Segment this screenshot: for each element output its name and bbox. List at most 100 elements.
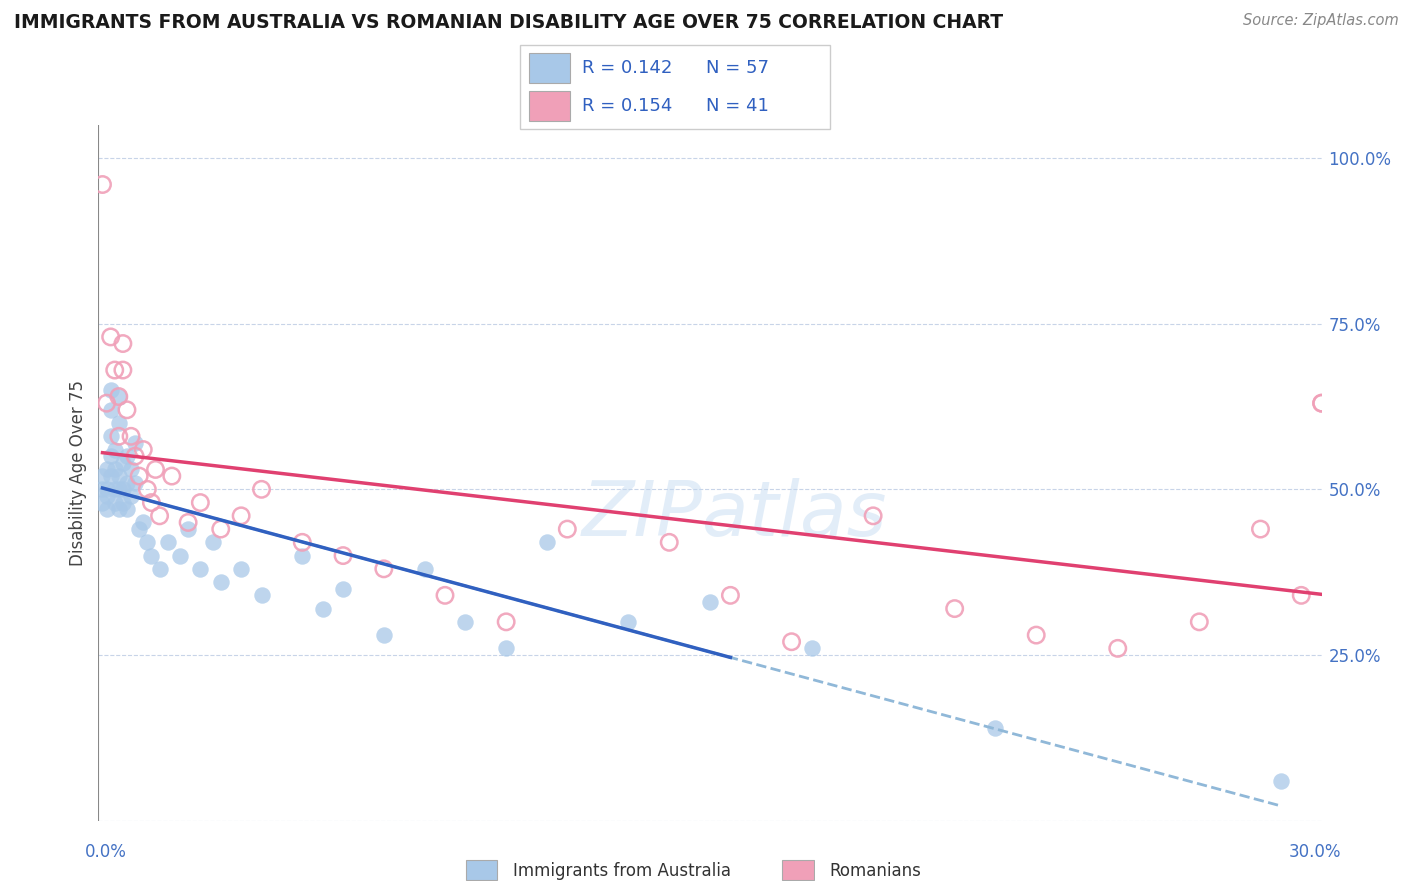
- Point: [111, 495, 134, 509]
- Point: [141, 549, 163, 563]
- Point: [332, 582, 354, 596]
- Y-axis label: Disability Age Over 75: Disability Age Over 75: [69, 380, 87, 566]
- Point: [120, 429, 142, 443]
- Point: [128, 522, 150, 536]
- Point: [984, 721, 1007, 735]
- Text: N = 41: N = 41: [706, 97, 769, 115]
- Text: Immigrants from Australia: Immigrants from Australia: [513, 862, 731, 880]
- Point: [495, 615, 517, 629]
- Point: [120, 489, 142, 503]
- Point: [413, 562, 436, 576]
- Point: [149, 562, 172, 576]
- Point: [128, 469, 150, 483]
- Point: [124, 436, 146, 450]
- Point: [100, 330, 122, 344]
- Point: [132, 516, 155, 530]
- Point: [96, 396, 118, 410]
- Point: [115, 449, 138, 463]
- Text: Source: ZipAtlas.com: Source: ZipAtlas.com: [1243, 13, 1399, 29]
- Point: [124, 449, 146, 463]
- Point: [780, 634, 803, 648]
- Point: [1310, 396, 1333, 410]
- Point: [115, 475, 138, 490]
- Point: [1249, 522, 1271, 536]
- Point: [801, 641, 824, 656]
- Point: [454, 615, 477, 629]
- Point: [108, 416, 131, 430]
- Point: [536, 535, 558, 549]
- Point: [124, 475, 146, 490]
- Point: [373, 562, 395, 576]
- Point: [1270, 773, 1292, 788]
- Point: [136, 535, 159, 549]
- Point: [231, 562, 253, 576]
- Point: [201, 535, 224, 549]
- Point: [100, 383, 122, 397]
- Point: [250, 483, 273, 497]
- Text: N = 57: N = 57: [706, 59, 769, 77]
- Point: [720, 588, 742, 602]
- Point: [96, 462, 118, 476]
- Point: [100, 402, 122, 417]
- Point: [136, 483, 159, 497]
- Point: [291, 535, 314, 549]
- Point: [373, 628, 395, 642]
- FancyBboxPatch shape: [465, 860, 498, 880]
- Point: [115, 402, 138, 417]
- Point: [617, 615, 640, 629]
- Point: [91, 495, 114, 509]
- Text: 0.0%: 0.0%: [84, 843, 127, 861]
- Text: R = 0.154: R = 0.154: [582, 97, 672, 115]
- Point: [120, 462, 142, 476]
- Point: [108, 483, 131, 497]
- Point: [943, 601, 966, 615]
- Point: [111, 456, 134, 470]
- Text: ZIPatlas: ZIPatlas: [582, 477, 887, 551]
- Point: [188, 562, 212, 576]
- Point: [91, 469, 114, 483]
- Point: [91, 178, 114, 192]
- FancyBboxPatch shape: [530, 54, 569, 83]
- Point: [250, 588, 273, 602]
- Point: [108, 429, 131, 443]
- Text: 30.0%: 30.0%: [1288, 843, 1341, 861]
- Point: [104, 495, 127, 509]
- Point: [156, 535, 179, 549]
- Text: Romanians: Romanians: [830, 862, 921, 880]
- Point: [104, 442, 127, 457]
- Point: [177, 522, 200, 536]
- Point: [96, 483, 118, 497]
- Point: [177, 516, 200, 530]
- Point: [104, 483, 127, 497]
- Point: [1188, 615, 1211, 629]
- Point: [1025, 628, 1047, 642]
- Point: [100, 449, 122, 463]
- Point: [332, 549, 354, 563]
- Point: [209, 522, 232, 536]
- Point: [132, 442, 155, 457]
- Point: [434, 588, 457, 602]
- Point: [104, 363, 127, 377]
- FancyBboxPatch shape: [530, 91, 569, 120]
- Text: IMMIGRANTS FROM AUSTRALIA VS ROMANIAN DISABILITY AGE OVER 75 CORRELATION CHART: IMMIGRANTS FROM AUSTRALIA VS ROMANIAN DI…: [14, 13, 1004, 32]
- Point: [115, 502, 138, 516]
- Point: [149, 508, 172, 523]
- Point: [1107, 641, 1129, 656]
- Point: [658, 535, 681, 549]
- Point: [91, 483, 114, 497]
- Point: [145, 462, 167, 476]
- Point: [160, 469, 183, 483]
- Point: [111, 363, 134, 377]
- Point: [557, 522, 579, 536]
- Point: [169, 549, 191, 563]
- Point: [108, 502, 131, 516]
- Point: [312, 601, 335, 615]
- Point: [96, 502, 118, 516]
- Point: [495, 641, 517, 656]
- Point: [209, 575, 232, 590]
- Point: [141, 495, 163, 509]
- Point: [104, 462, 127, 476]
- Point: [100, 469, 122, 483]
- Point: [108, 469, 131, 483]
- Point: [100, 429, 122, 443]
